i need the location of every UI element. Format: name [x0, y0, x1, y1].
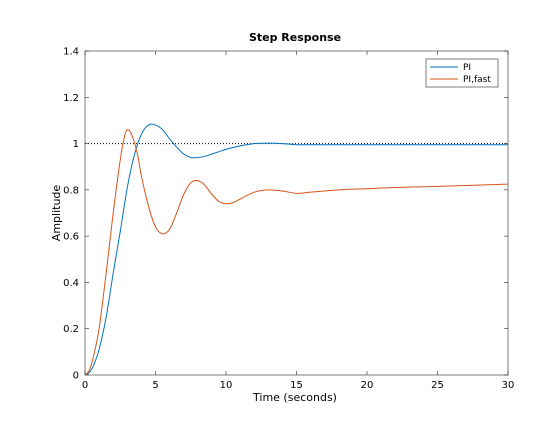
series-line-pi: [84, 123, 508, 376]
y-tick-label: 1: [73, 139, 79, 150]
y-tick-label: 0.4: [63, 278, 79, 289]
x-tick-label: 10: [220, 380, 233, 391]
x-tick-label: 15: [290, 380, 303, 391]
axes-box: [84, 50, 509, 376]
y-tick-label: 0.8: [63, 185, 79, 196]
x-tick-label: 25: [431, 380, 444, 391]
y-axis-label: Amplitude: [50, 185, 63, 242]
x-tick-label: 30: [502, 380, 515, 391]
x-tick-label: 20: [361, 380, 374, 391]
x-tick-label: 5: [152, 380, 158, 391]
legend-box: [425, 58, 499, 88]
legend-label: PI,fast: [463, 75, 491, 85]
y-tick-label: 0.6: [63, 232, 79, 243]
chart-title: Step Response: [249, 31, 341, 44]
x-axis-label: Time (seconds): [252, 391, 337, 404]
y-tick-label: 1.2: [63, 93, 79, 104]
legend: PI PI,fast: [425, 58, 499, 88]
legend-label: PI: [463, 63, 471, 73]
y-tick-label: 1.4: [63, 47, 79, 58]
y-tick-label: 0: [73, 371, 79, 382]
x-tick-label: 0: [82, 380, 88, 391]
plot-area: 0 5 10 15 20 25 30 0 0.2 0.4 0.6 0.8 1 1.2 1.4: [63, 47, 514, 392]
series-line-pi-fast: [84, 129, 509, 376]
y-tick-label: 0.2: [63, 324, 79, 335]
